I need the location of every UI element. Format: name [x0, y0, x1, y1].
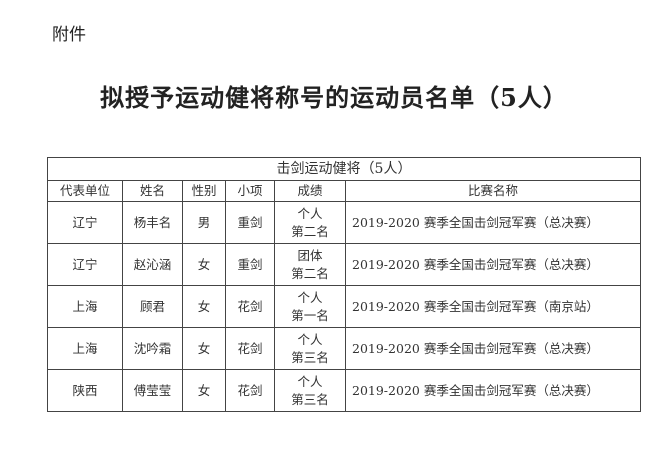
column-header: 性别 — [182, 180, 226, 202]
column-header: 小项 — [225, 180, 275, 202]
result-line: 团体 — [297, 247, 323, 263]
result-line: 第二名 — [291, 223, 329, 239]
cell-result: 个人 第二名 — [274, 201, 346, 244]
result-line: 个人 — [297, 205, 323, 221]
cell-competition: 2019-2020 赛季全国击剑冠军赛（总决赛） — [345, 201, 641, 244]
cell-name: 顾君 — [122, 285, 183, 328]
result-line: 第三名 — [291, 391, 329, 407]
result-line: 个人 — [297, 331, 323, 347]
cell-name: 沈吟霜 — [122, 327, 183, 370]
cell-result: 个人 第三名 — [274, 327, 346, 370]
table-row: 辽宁 杨丰名男重剑 个人 第二名 2019-2020 赛季全国击剑冠军赛（总决赛） — [47, 201, 641, 244]
cell-event: 重剑 — [225, 201, 275, 244]
table-row: 陕西 傅莹莹女花剑 个人 第三名 2019-2020 赛季全国击剑冠军赛（总决赛） — [47, 369, 641, 412]
table-row: 辽宁 赵沁涵女重剑 团体 第二名 2019-2020 赛季全国击剑冠军赛（总决赛） — [47, 243, 641, 286]
column-header: 代表单位 — [47, 180, 123, 202]
cell-result: 个人 第一名 — [274, 285, 346, 328]
cell-competition: 2019-2020 赛季全国击剑冠军赛（总决赛） — [345, 369, 641, 412]
cell-gender: 女 — [182, 327, 226, 370]
column-header: 姓名 — [122, 180, 183, 202]
cell-competition: 2019-2020 赛季全国击剑冠军赛（总决赛） — [345, 243, 641, 286]
result-line: 第三名 — [291, 349, 329, 365]
result-line: 个人 — [297, 289, 323, 305]
cell-gender: 女 — [182, 243, 226, 286]
cell-result: 个人 第三名 — [274, 369, 346, 412]
table-row: 上海 顾君女花剑 个人 第一名 2019-2020 赛季全国击剑冠军赛（南京站） — [47, 285, 641, 328]
cell-event: 花剑 — [225, 369, 275, 412]
column-header: 成绩 — [274, 180, 346, 202]
cell-unit: 陕西 — [47, 369, 123, 412]
cell-name: 赵沁涵 — [122, 243, 183, 286]
cell-event: 花剑 — [225, 327, 275, 370]
result-line: 个人 — [297, 373, 323, 389]
cell-gender: 男 — [182, 201, 226, 244]
result-line: 第一名 — [291, 307, 329, 323]
cell-event: 重剑 — [225, 243, 275, 286]
cell-gender: 女 — [182, 369, 226, 412]
table-row: 上海 沈吟霜女花剑 个人 第三名 2019-2020 赛季全国击剑冠军赛（总决赛） — [47, 327, 641, 370]
attachment-label: 附件 — [52, 25, 86, 45]
cell-event: 花剑 — [225, 285, 275, 328]
cell-unit: 上海 — [47, 327, 123, 370]
document-title: 拟授予运动健将称号的运动员名单（5人） — [100, 83, 568, 112]
cell-unit: 上海 — [47, 285, 123, 328]
column-header: 比赛名称 — [345, 180, 641, 202]
table-caption: 击剑运动健将（5人） — [47, 157, 641, 181]
cell-unit: 辽宁 — [47, 201, 123, 244]
cell-result: 团体 第二名 — [274, 243, 346, 286]
cell-name: 傅莹莹 — [122, 369, 183, 412]
athlete-table: 击剑运动健将（5人） 代表单位 姓名 性别 小项 成绩 比赛名称 辽宁 杨丰名男重剑 个人 第二… — [47, 157, 641, 412]
cell-gender: 女 — [182, 285, 226, 328]
cell-name: 杨丰名 — [122, 201, 183, 244]
result-line: 第二名 — [291, 265, 329, 281]
cell-competition: 2019-2020 赛季全国击剑冠军赛（南京站） — [345, 285, 641, 328]
cell-unit: 辽宁 — [47, 243, 123, 286]
cell-competition: 2019-2020 赛季全国击剑冠军赛（总决赛） — [345, 327, 641, 370]
